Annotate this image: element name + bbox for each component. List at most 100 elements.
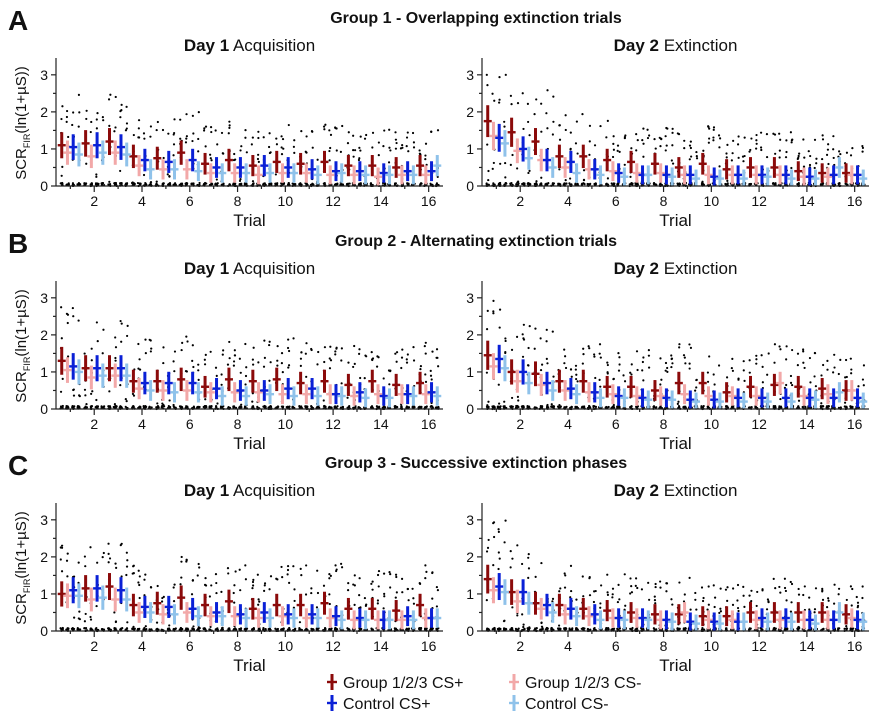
subject-dot: [726, 182, 729, 185]
subject-dot: [539, 337, 542, 340]
subject-dot: [185, 113, 188, 116]
subject-dot: [486, 309, 489, 313]
subject-dot: [503, 541, 506, 544]
subject-dot: [120, 575, 123, 578]
subject-dot: [280, 361, 283, 365]
subject-dot: [653, 595, 656, 598]
subject-dot: [114, 95, 117, 99]
x-tick-label: 10: [278, 416, 294, 432]
subject-dot: [132, 572, 135, 575]
subject-dot: [629, 371, 632, 374]
subject-dot: [67, 627, 70, 630]
subject-dot: [198, 181, 201, 185]
subject-dot: [232, 405, 235, 408]
subject-dot: [72, 388, 75, 391]
subject-dot: [107, 405, 110, 408]
subject-dot: [540, 102, 543, 105]
subject-dot: [257, 136, 260, 140]
subject-dot: [630, 591, 634, 594]
subject-dot: [838, 150, 841, 153]
subject-dot: [491, 92, 494, 95]
subject-dot: [371, 357, 375, 360]
subject-dot: [503, 405, 506, 408]
subject-dot: [197, 378, 200, 382]
subject-dot: [598, 352, 601, 355]
subject-dot: [654, 585, 657, 589]
subject-dot: [208, 628, 212, 631]
subject-dot: [160, 600, 164, 603]
subject-dot: [671, 127, 674, 130]
subject-dot: [348, 182, 351, 185]
subject-dot: [654, 147, 657, 150]
subject-dot: [85, 117, 88, 121]
subject-dot: [666, 127, 669, 130]
subject-dot: [406, 353, 409, 356]
subject-dot: [185, 335, 188, 338]
subject-dot: [375, 365, 379, 368]
y-tick-label: 3: [40, 512, 48, 528]
subject-dot: [796, 352, 800, 355]
x-tick-label: 10: [704, 416, 720, 432]
subject-dot: [666, 366, 669, 370]
subject-dot: [203, 127, 206, 130]
subject-dot: [202, 182, 206, 186]
subject-dot: [802, 165, 806, 168]
subject-dot: [665, 582, 668, 585]
subject-dot: [424, 341, 427, 344]
subject-dot: [268, 405, 271, 409]
subject-dot: [405, 361, 409, 364]
subject-dot: [204, 405, 208, 408]
subject-dot: [103, 405, 106, 408]
subject-dot: [363, 376, 366, 380]
x-tick-label: 12: [751, 193, 767, 209]
subject-dot: [113, 130, 116, 133]
subject-dot: [71, 627, 74, 630]
subject-dot: [574, 182, 577, 185]
subject-dot: [78, 405, 81, 408]
subject-dot: [192, 625, 195, 628]
subject-dot: [72, 394, 76, 397]
subject-dot: [339, 150, 342, 153]
subject-dot: [335, 568, 338, 571]
subject-dot: [66, 552, 69, 555]
subject-dot: [843, 401, 847, 404]
subject-dot: [109, 406, 112, 409]
subject-dot: [502, 620, 506, 623]
subject-dot: [436, 589, 440, 592]
subject-dot: [623, 137, 626, 140]
subject-dot: [611, 593, 614, 596]
subject-dot: [375, 405, 379, 408]
subject-dot: [593, 626, 596, 630]
subject-dot: [827, 143, 830, 146]
subject-dot: [172, 154, 175, 157]
subject-dot: [492, 521, 496, 524]
subject-dot: [95, 604, 98, 608]
subject-dot: [725, 152, 728, 155]
subject-dot: [550, 628, 553, 631]
subject-dot: [221, 626, 224, 629]
subject-dot: [388, 383, 391, 386]
subject-dot: [535, 180, 538, 183]
subject-dot: [334, 353, 337, 356]
subject-dot: [785, 150, 788, 154]
y-tick-label: 3: [466, 67, 474, 83]
subject-dot: [359, 376, 362, 380]
subject-dot: [257, 361, 260, 364]
subject-dot: [264, 405, 267, 408]
subject-dot: [730, 159, 733, 162]
subject-dot: [487, 538, 490, 542]
subject-dot: [636, 586, 639, 590]
subject-dot: [292, 565, 295, 568]
subject-dot: [239, 627, 243, 630]
subject-dot: [599, 606, 602, 609]
subject-dot: [599, 385, 602, 388]
subject-dot: [274, 183, 277, 186]
subject-dot: [527, 576, 530, 580]
subject-dot: [563, 572, 566, 575]
subject-dot: [588, 406, 592, 409]
subject-dot: [760, 354, 763, 357]
subject-dot: [264, 183, 267, 186]
subject-dot: [431, 597, 434, 600]
subject-dot: [143, 578, 146, 581]
subject-dot: [107, 542, 110, 545]
